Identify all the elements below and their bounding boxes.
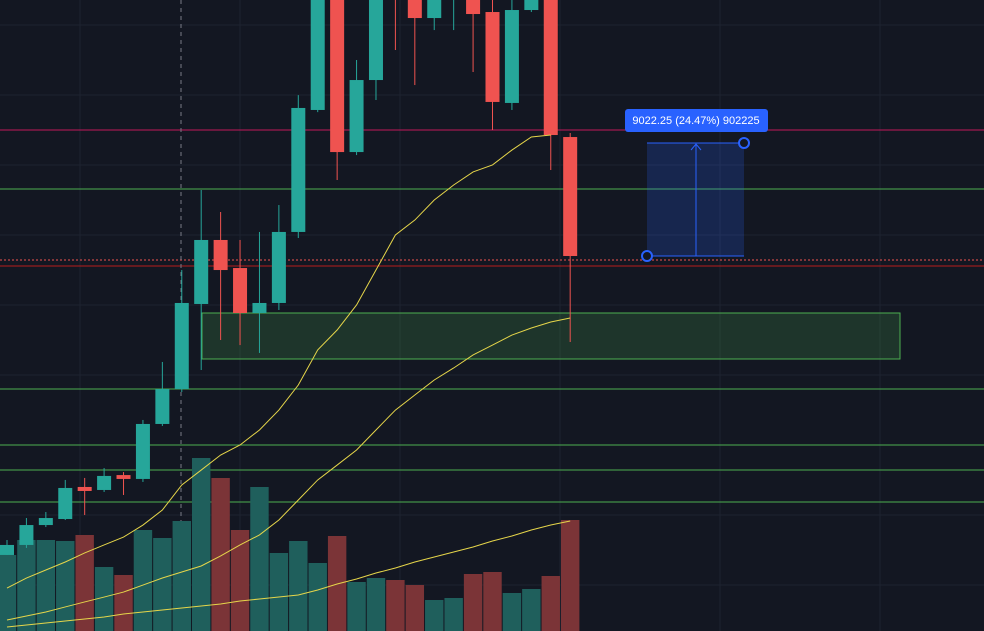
volume-bar xyxy=(94,567,114,631)
measure-tool: 9022.25 (24.47%) 902225 xyxy=(625,109,768,262)
candle-body xyxy=(543,0,558,136)
candle-body xyxy=(58,487,73,520)
volume-bar xyxy=(483,572,502,631)
series xyxy=(0,0,580,631)
volume-bar xyxy=(560,520,580,631)
candle-body xyxy=(291,107,306,232)
candle-body xyxy=(174,302,189,390)
handle[interactable] xyxy=(641,250,653,262)
volume-bar xyxy=(17,540,36,631)
candle-body xyxy=(504,10,519,103)
volume-bar xyxy=(211,478,230,631)
candle-body xyxy=(349,80,364,153)
moving-average xyxy=(6,317,571,621)
candle-body xyxy=(135,423,150,479)
candle-body xyxy=(19,525,34,545)
candle-body xyxy=(407,0,422,19)
volume-bar xyxy=(0,555,17,631)
candle-body xyxy=(330,0,345,153)
volume-bar xyxy=(75,535,94,631)
volume-bar xyxy=(133,530,153,631)
volume-bar xyxy=(153,538,172,631)
measure-label-box xyxy=(625,109,768,132)
candle-body xyxy=(563,137,578,257)
volume-bar xyxy=(289,541,308,631)
candle-body xyxy=(213,239,228,271)
measure-label: 9022.25 (24.47%) 902225 xyxy=(632,115,759,127)
measure-arrowhead xyxy=(690,143,702,151)
candle-body xyxy=(194,239,209,304)
volume-bar xyxy=(308,563,327,631)
moving-average xyxy=(6,134,551,589)
candle-body xyxy=(97,475,112,490)
candle-body xyxy=(427,0,442,19)
candle-body xyxy=(116,475,131,479)
volume-bar xyxy=(541,576,560,631)
volume-bar xyxy=(463,574,483,631)
volume-bar xyxy=(250,487,269,631)
candle-body xyxy=(233,268,248,313)
volume-bar xyxy=(56,541,75,631)
candle-body xyxy=(368,0,383,81)
volume-ma xyxy=(6,520,571,628)
volume-bar xyxy=(444,598,463,631)
zone xyxy=(201,312,901,360)
volume-bar xyxy=(522,589,541,631)
levels xyxy=(0,129,984,503)
volume-bar xyxy=(191,458,211,631)
volume-bar xyxy=(230,530,250,631)
candle-body xyxy=(252,302,267,313)
candle-body xyxy=(466,0,481,15)
handle[interactable] xyxy=(738,137,750,149)
candle-body xyxy=(0,544,14,555)
volume-bar xyxy=(386,580,405,631)
volume-bar xyxy=(405,585,425,631)
volume-bar xyxy=(502,593,522,631)
volume-bar xyxy=(425,600,444,631)
volume-bar xyxy=(347,582,366,631)
volume-bar xyxy=(366,578,386,631)
volume-bar xyxy=(114,575,133,631)
candle-body xyxy=(485,12,500,102)
candle-body xyxy=(155,389,170,424)
volume-bar xyxy=(172,521,191,631)
candle-body xyxy=(310,0,325,110)
candle-body xyxy=(77,486,92,491)
volume-bar xyxy=(269,553,289,631)
candle-body xyxy=(38,518,53,526)
volume-bar xyxy=(36,540,56,631)
candle-body xyxy=(524,0,539,11)
candle-body xyxy=(271,231,286,303)
